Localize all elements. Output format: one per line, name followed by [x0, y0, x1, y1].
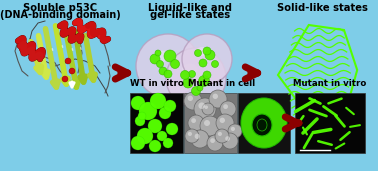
FancyBboxPatch shape — [130, 93, 183, 153]
Text: (DNA-binding domain): (DNA-binding domain) — [0, 10, 120, 20]
Ellipse shape — [153, 51, 170, 62]
Circle shape — [205, 50, 215, 60]
Circle shape — [191, 130, 209, 148]
Circle shape — [220, 118, 225, 123]
Circle shape — [204, 120, 210, 126]
Circle shape — [185, 129, 199, 143]
Circle shape — [137, 128, 153, 144]
Circle shape — [181, 70, 189, 80]
Ellipse shape — [257, 119, 267, 131]
Circle shape — [159, 67, 167, 75]
FancyBboxPatch shape — [295, 93, 365, 153]
Circle shape — [216, 114, 234, 132]
Circle shape — [164, 50, 176, 62]
Circle shape — [131, 96, 145, 110]
Circle shape — [218, 132, 222, 136]
Circle shape — [215, 129, 229, 143]
Circle shape — [212, 61, 218, 68]
Text: gel-like states: gel-like states — [150, 10, 230, 20]
Circle shape — [135, 116, 145, 126]
Circle shape — [202, 103, 214, 115]
Circle shape — [228, 124, 242, 138]
Ellipse shape — [183, 64, 197, 74]
Text: Mutant in cell: Mutant in cell — [189, 79, 256, 88]
Circle shape — [136, 34, 200, 98]
Circle shape — [156, 61, 164, 68]
Circle shape — [188, 115, 204, 131]
Circle shape — [187, 96, 193, 101]
Circle shape — [149, 140, 161, 152]
Circle shape — [198, 76, 209, 87]
Text: Soluble p53C: Soluble p53C — [23, 3, 97, 13]
Circle shape — [195, 49, 201, 56]
Circle shape — [69, 68, 75, 74]
Text: Solid-like states: Solid-like states — [277, 3, 367, 13]
Circle shape — [150, 54, 160, 64]
Text: Liquid-like and: Liquid-like and — [148, 3, 232, 13]
Circle shape — [164, 70, 172, 78]
Circle shape — [191, 118, 196, 123]
Circle shape — [189, 70, 195, 77]
Circle shape — [199, 59, 207, 67]
Circle shape — [194, 98, 216, 120]
Text: Mutant in vitro: Mutant in vitro — [293, 79, 367, 88]
Circle shape — [204, 105, 208, 109]
Circle shape — [138, 112, 146, 120]
Circle shape — [188, 132, 192, 136]
Circle shape — [164, 100, 176, 112]
Text: WT in vitro: WT in vitro — [130, 79, 184, 88]
Circle shape — [200, 116, 220, 136]
Circle shape — [212, 94, 218, 99]
Circle shape — [148, 119, 162, 133]
Circle shape — [195, 134, 200, 139]
Circle shape — [220, 101, 236, 117]
Circle shape — [223, 104, 228, 109]
Circle shape — [192, 87, 200, 95]
FancyBboxPatch shape — [184, 93, 237, 153]
Ellipse shape — [252, 114, 272, 136]
Circle shape — [231, 127, 235, 131]
Circle shape — [166, 123, 178, 135]
Circle shape — [170, 60, 180, 69]
Circle shape — [222, 133, 238, 149]
FancyBboxPatch shape — [238, 93, 290, 153]
Circle shape — [207, 135, 223, 151]
Circle shape — [155, 50, 161, 56]
Circle shape — [197, 85, 203, 91]
Circle shape — [139, 102, 157, 120]
Circle shape — [163, 138, 173, 148]
Circle shape — [225, 136, 230, 141]
Circle shape — [131, 136, 145, 150]
Circle shape — [159, 107, 171, 119]
Circle shape — [62, 76, 68, 82]
Ellipse shape — [196, 47, 208, 56]
Circle shape — [203, 47, 211, 55]
Circle shape — [166, 48, 226, 108]
Circle shape — [203, 71, 211, 79]
Circle shape — [150, 93, 166, 109]
Ellipse shape — [241, 98, 287, 148]
Circle shape — [198, 102, 205, 109]
Circle shape — [209, 90, 227, 108]
Circle shape — [210, 138, 215, 143]
Circle shape — [184, 92, 202, 110]
Circle shape — [183, 78, 193, 88]
Circle shape — [182, 34, 232, 84]
Circle shape — [65, 58, 71, 64]
Circle shape — [157, 131, 167, 141]
